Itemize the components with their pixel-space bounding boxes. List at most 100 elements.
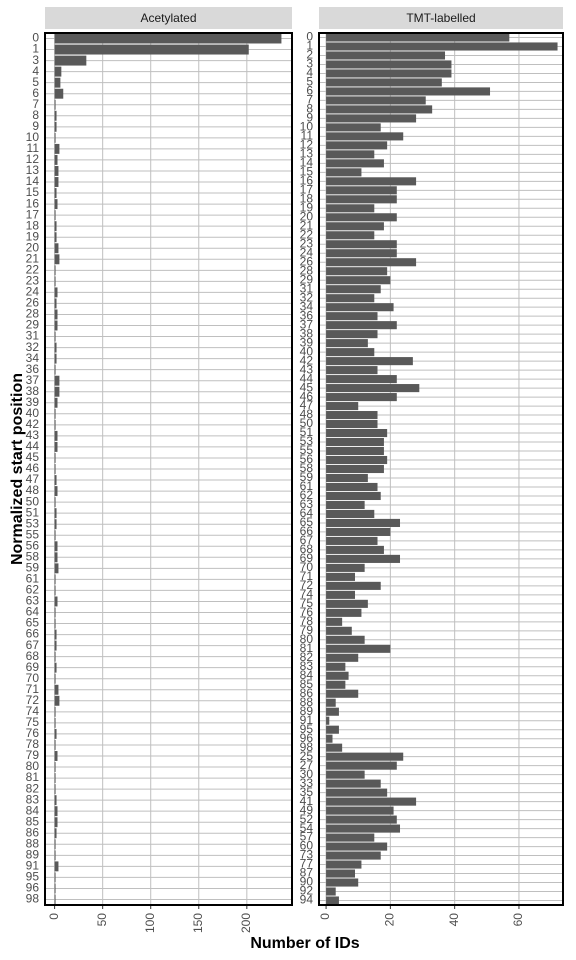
bar: [326, 491, 381, 501]
bar: [326, 671, 349, 680]
y-tick-label: 40: [26, 406, 40, 420]
y-tick-label: 78: [300, 614, 314, 628]
y-tick-label: 14: [300, 156, 314, 170]
y-tick-label: 37: [26, 373, 40, 387]
bar: [54, 44, 249, 55]
y-tick-label: 59: [300, 470, 314, 484]
bar: [54, 751, 58, 761]
bar: [54, 243, 59, 254]
y-tick-label: 76: [26, 726, 40, 740]
bar: [326, 698, 336, 707]
y-tick-label: 31: [300, 281, 314, 295]
bar: [326, 833, 375, 842]
y-axis-title: Normalized start position: [9, 373, 26, 565]
bar: [326, 482, 378, 492]
bar: [54, 850, 56, 861]
y-tick-label: 11: [27, 141, 40, 155]
y-tick-label: 61: [26, 572, 40, 586]
bar: [54, 265, 56, 276]
bar: [54, 784, 56, 795]
bar: [326, 384, 420, 393]
y-tick-label: 95: [300, 722, 314, 736]
y-tick-label: 72: [300, 578, 314, 592]
y-tick-label: 23: [300, 236, 314, 250]
y-tick-label: 26: [26, 296, 40, 310]
bar: [54, 596, 58, 607]
y-tick-label: 10: [26, 130, 40, 144]
panel-border: [44, 32, 293, 906]
y-tick-label: 5: [32, 75, 39, 89]
y-tick-label: 21: [300, 218, 314, 232]
y-tick-label: 52: [300, 812, 314, 826]
bar: [326, 653, 359, 662]
bar: [54, 861, 59, 872]
y-tick-label: 24: [26, 285, 40, 299]
x-tick-label: 0: [318, 913, 332, 920]
y-tick-label: 48: [26, 483, 40, 497]
x-tick-label: 60: [511, 913, 525, 927]
x-axis-title: Number of IDs: [250, 935, 359, 952]
y-tick-label: 12: [300, 138, 314, 152]
bar: [54, 464, 56, 474]
y-tick-label: 98: [300, 740, 314, 754]
y-tick-label: 71: [26, 682, 40, 696]
y-tick-label: 61: [300, 479, 314, 493]
y-tick-label: 90: [300, 875, 314, 889]
y-tick-label: 17: [26, 207, 40, 221]
bar: [326, 330, 378, 339]
y-tick-label: 75: [26, 715, 40, 729]
bar: [54, 574, 56, 585]
bar: [54, 728, 57, 739]
bar: [326, 842, 388, 851]
y-tick-label: 82: [26, 781, 40, 795]
bar: [326, 402, 359, 411]
bar: [326, 141, 388, 150]
y-tick-label: 40: [300, 344, 314, 358]
bar: [54, 99, 56, 110]
bar: [326, 375, 397, 384]
y-tick-label: 91: [300, 713, 314, 727]
y-tick-label: 29: [300, 272, 314, 286]
y-tick-label: 28: [300, 263, 314, 277]
y-tick-label: 91: [26, 859, 40, 873]
bar: [326, 339, 368, 348]
bar: [326, 60, 452, 69]
y-tick-label: 23: [26, 274, 40, 288]
bar: [326, 887, 336, 896]
bar: [54, 177, 59, 187]
bar: [54, 221, 57, 232]
y-tick-label: 62: [26, 583, 40, 597]
bar: [326, 96, 426, 105]
y-tick-label: 13: [26, 163, 40, 177]
y-tick-label: 38: [300, 326, 314, 340]
y-tick-label: 74: [300, 587, 314, 601]
y-tick-label: 62: [300, 488, 314, 502]
y-tick-label: 8: [32, 108, 39, 122]
y-tick-label: 50: [26, 494, 40, 508]
y-tick-label: 45: [300, 380, 314, 394]
y-tick-label: 16: [300, 174, 314, 188]
y-tick-label: 32: [26, 340, 40, 354]
bar: [326, 446, 384, 456]
y-tick-label: 41: [300, 794, 314, 808]
bar: [54, 309, 58, 320]
y-tick-label: 51: [26, 505, 40, 519]
y-tick-label: 3: [32, 53, 39, 67]
y-tick-label: 2: [306, 48, 313, 62]
y-tick-label: 58: [300, 461, 314, 475]
y-tick-label: 11: [301, 129, 314, 143]
bar: [326, 689, 359, 698]
y-tick-label: 89: [26, 848, 40, 862]
bar: [54, 342, 57, 353]
bar: [326, 285, 381, 294]
bar: [326, 87, 491, 96]
y-tick-label: 57: [300, 830, 314, 844]
bar: [54, 497, 56, 508]
y-tick-label: 8: [306, 102, 313, 116]
bar: [326, 752, 404, 761]
y-tick-label: 39: [26, 395, 40, 409]
bar: [54, 563, 59, 574]
y-tick-label: 45: [26, 450, 40, 464]
y-tick-label: 69: [300, 551, 314, 565]
bar: [326, 473, 368, 483]
